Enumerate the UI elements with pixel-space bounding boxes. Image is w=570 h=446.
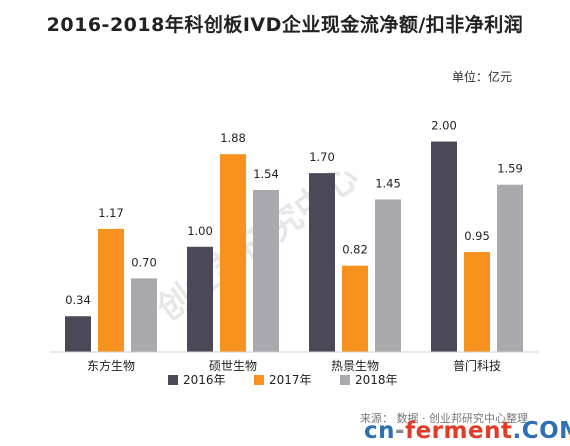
legend-label: 2017年	[269, 373, 312, 387]
bar	[253, 189, 279, 352]
data-label: 0.95	[464, 229, 490, 243]
category-tick-label: 硕世生物	[209, 359, 257, 373]
unit-label: 单位：亿元	[451, 70, 512, 84]
category-tick-label: 东方生物	[87, 358, 135, 373]
legend-swatch	[254, 375, 264, 385]
data-label: 1.88	[220, 131, 246, 145]
legend-label: 2018年	[355, 373, 398, 387]
data-label: 2.00	[431, 119, 457, 133]
logo-part-cn: cn	[364, 418, 396, 444]
bar	[309, 173, 335, 352]
bar	[431, 141, 457, 352]
category-tick-label: 普门科技	[453, 358, 501, 373]
source-footer: 来源： 数据 · 创业邦研究中心整理	[360, 412, 528, 425]
logo-dash: -	[395, 418, 406, 444]
legend-swatch	[340, 375, 350, 385]
bar	[187, 246, 213, 352]
bar	[220, 154, 246, 352]
bar	[375, 199, 401, 352]
site-logo: cn-ferment.COM	[364, 418, 570, 446]
legend-label: 2016年	[183, 373, 226, 387]
chart-title: 2016-2018年科创板IVD企业现金流净额/扣非净利润	[46, 14, 524, 36]
bar	[342, 265, 368, 352]
data-label: 0.34	[65, 293, 91, 307]
data-label: 1.54	[253, 167, 279, 181]
data-label: 1.59	[497, 162, 523, 176]
data-label: 1.17	[98, 206, 124, 220]
legend-swatch	[168, 375, 178, 385]
data-label: 1.00	[187, 224, 213, 238]
data-label: 0.82	[342, 243, 368, 257]
bar	[131, 278, 157, 352]
data-label: 1.45	[375, 176, 401, 190]
logo-part-com: .COM	[512, 418, 570, 444]
bar	[497, 184, 523, 352]
logo-part-ferment: ferment	[405, 418, 513, 444]
data-label: 0.70	[131, 255, 157, 269]
data-label: 1.70	[309, 150, 335, 164]
bar	[464, 252, 490, 352]
bar	[98, 228, 124, 352]
bar	[65, 316, 91, 352]
category-tick-label: 热景生物	[331, 359, 379, 373]
